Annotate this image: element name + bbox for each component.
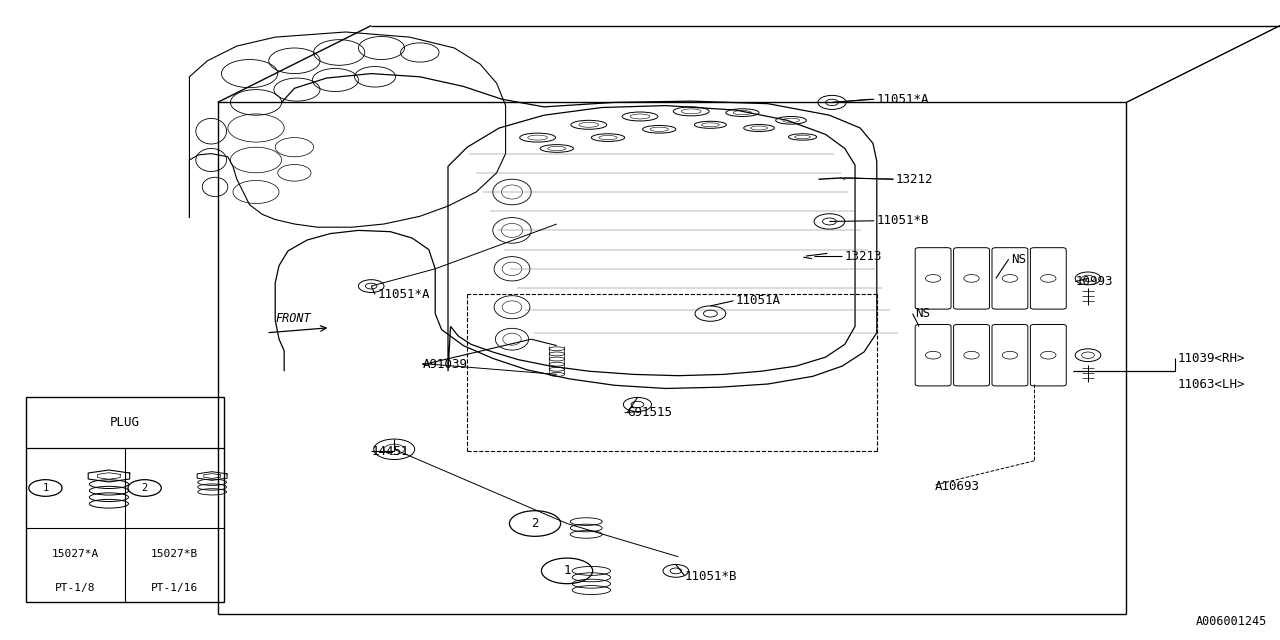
Text: A91039: A91039 xyxy=(422,358,467,371)
Text: A10693: A10693 xyxy=(934,480,979,493)
Text: FRONT: FRONT xyxy=(275,312,311,325)
Text: 11063<LH>: 11063<LH> xyxy=(1178,378,1245,390)
Text: PLUG: PLUG xyxy=(110,416,140,429)
Text: NS: NS xyxy=(1011,253,1027,266)
Text: 10993: 10993 xyxy=(1075,275,1112,288)
Text: 1: 1 xyxy=(563,564,571,577)
Text: 11051*A: 11051*A xyxy=(877,93,929,106)
Text: 11051*B: 11051*B xyxy=(685,570,737,582)
Text: PT-1/16: PT-1/16 xyxy=(151,583,198,593)
Text: A006001245: A006001245 xyxy=(1196,616,1267,628)
Text: 11051*A: 11051*A xyxy=(378,288,430,301)
Text: 13212: 13212 xyxy=(896,173,933,186)
Text: NS: NS xyxy=(915,307,931,320)
Text: 1: 1 xyxy=(42,483,49,493)
Text: G91515: G91515 xyxy=(627,406,672,419)
Text: PT-1/8: PT-1/8 xyxy=(55,583,96,593)
Text: 11051A: 11051A xyxy=(736,294,781,307)
Text: 2: 2 xyxy=(142,483,147,493)
Text: 14451: 14451 xyxy=(371,445,408,458)
Text: 11039<RH>: 11039<RH> xyxy=(1178,352,1245,365)
Text: 13213: 13213 xyxy=(845,250,882,262)
Text: 11051*B: 11051*B xyxy=(877,214,929,227)
Text: 15027*A: 15027*A xyxy=(51,548,99,559)
Text: 2: 2 xyxy=(531,517,539,530)
Bar xyxy=(26,397,224,602)
Text: 15027*B: 15027*B xyxy=(151,548,198,559)
